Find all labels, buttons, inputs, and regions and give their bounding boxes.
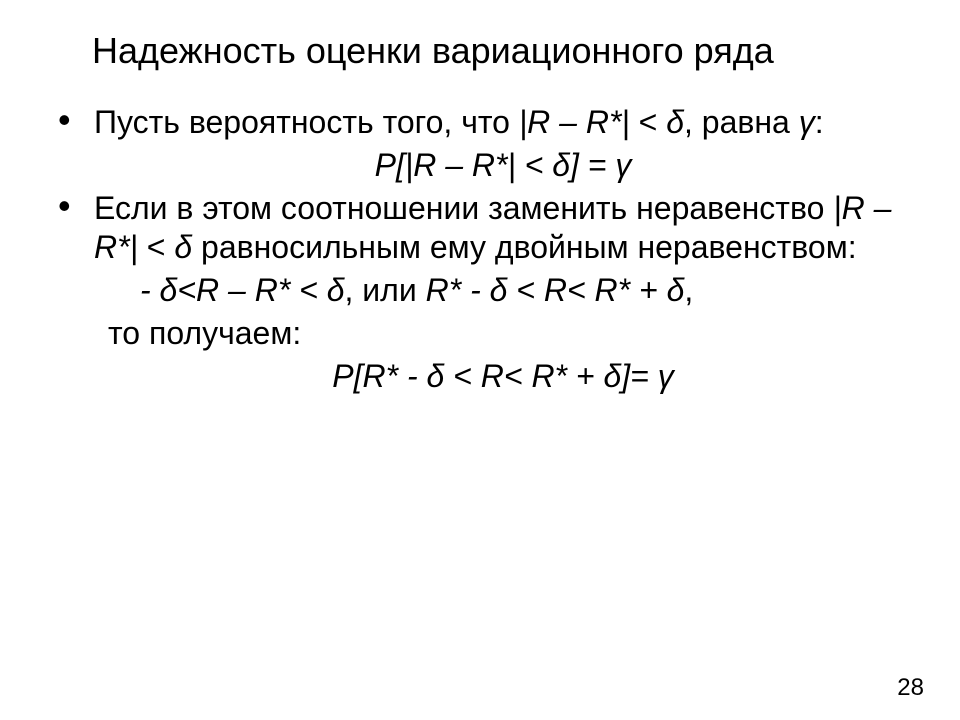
page-number: 28 xyxy=(897,674,924,702)
equation-3: P[R* - δ < R< R* + δ]= γ xyxy=(48,357,912,396)
bullet2-text-a: Если в этом соотношении заменить неравен… xyxy=(94,190,833,226)
slide-title: Надежность оценки вариационного ряда xyxy=(92,28,912,73)
bullet1-text-a: Пусть вероятность того, что xyxy=(94,104,519,140)
bullet2-text-e: равносильным ему двойным неравенством: xyxy=(192,229,856,265)
eq2-a: - δ<R – R* < δ xyxy=(140,272,345,308)
bullet-1: Пусть вероятность того, что |R – R*| < δ… xyxy=(48,103,912,142)
eq2-d: , xyxy=(684,272,693,308)
bullet1-text-e: , равна xyxy=(684,104,799,140)
bullet-2: Если в этом соотношении заменить неравен… xyxy=(48,189,912,267)
eq2-b: , или xyxy=(345,272,426,308)
bullet1-delta: δ xyxy=(666,104,684,140)
equation-1: P[|R – R*| < δ] = γ xyxy=(48,146,912,185)
slide: Надежность оценки вариационного ряда Пус… xyxy=(0,0,960,720)
slide-body: Пусть вероятность того, что |R – R*| < δ… xyxy=(48,103,912,396)
equation-2: - δ<R – R* < δ, или R* - δ < R< R* + δ, xyxy=(48,271,912,310)
bullet2-line3: то получаем: xyxy=(48,314,912,353)
bullet1-lt: < xyxy=(630,104,666,140)
bullet2-lt: < xyxy=(138,229,174,265)
bullet1-colon: : xyxy=(815,104,824,140)
bullet2-delta: δ xyxy=(174,229,192,265)
eq2-c: R* - δ < R< R* + δ xyxy=(426,272,685,308)
bullet1-gamma: γ xyxy=(799,104,815,140)
bullet1-abs: |R – R*| xyxy=(519,104,630,140)
